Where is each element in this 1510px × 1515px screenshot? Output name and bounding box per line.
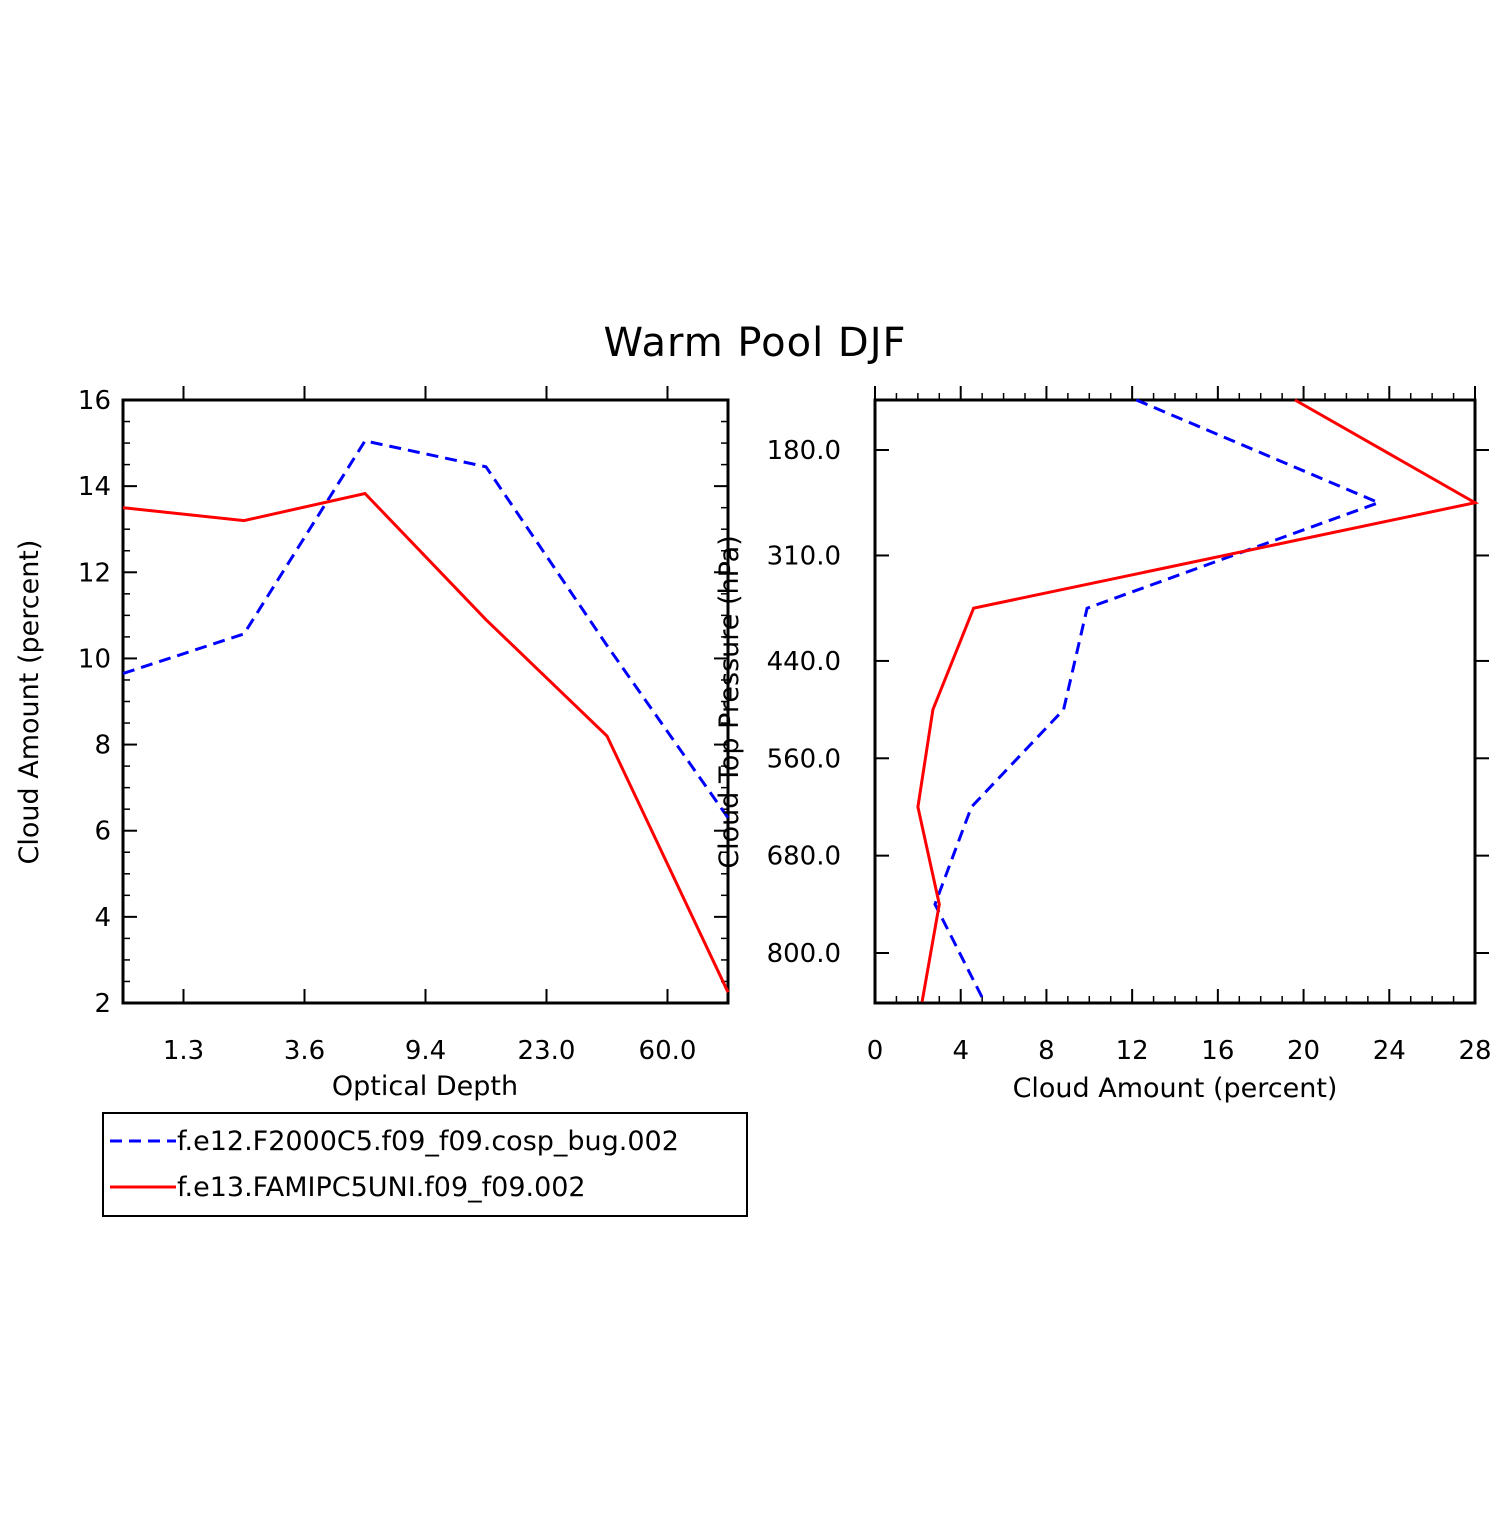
left-x-tick-label: 3.6 bbox=[284, 1036, 325, 1066]
right-series-line-0 bbox=[933, 398, 1383, 1003]
right-x-tick-label: 20 bbox=[1287, 1036, 1320, 1066]
left-series-line-0 bbox=[122, 439, 730, 819]
left-plot-frame bbox=[121, 398, 730, 1005]
left-series-line-1 bbox=[122, 491, 730, 993]
right-x-tick-label: 8 bbox=[1038, 1036, 1055, 1066]
left-y-tick-label: 4 bbox=[94, 903, 111, 933]
left-y-tick-label: 10 bbox=[78, 644, 111, 674]
right-plot-frame bbox=[873, 398, 1477, 1005]
left-y-tick-label: 6 bbox=[94, 817, 111, 847]
legend-box bbox=[102, 1112, 748, 1217]
right-y-tick-label: 180.0 bbox=[767, 436, 841, 466]
left-y-tick-label: 2 bbox=[94, 989, 111, 1019]
left-x-tick-label: 60.0 bbox=[639, 1036, 697, 1066]
right-y-axis-label: Cloud Top Pressure (hPa) bbox=[714, 535, 745, 869]
left-y-axis-label: Cloud Amount (percent) bbox=[14, 540, 45, 865]
left-y-tick-label: 14 bbox=[78, 472, 111, 502]
legend-label-0: f.e12.F2000C5.f09_f09.cosp_bug.002 bbox=[177, 1126, 679, 1157]
right-x-tick-label: 4 bbox=[952, 1036, 969, 1066]
right-x-tick-label: 0 bbox=[867, 1036, 884, 1066]
legend-label-1: f.e13.FAMIPC5UNI.f09_f09.002 bbox=[177, 1172, 586, 1203]
right-x-tick-label: 16 bbox=[1201, 1036, 1234, 1066]
right-x-tick-label: 12 bbox=[1116, 1036, 1149, 1066]
right-y-tick-label: 440.0 bbox=[767, 647, 841, 677]
right-series-lines bbox=[916, 398, 1480, 1003]
left-y-tick-label: 16 bbox=[78, 386, 111, 416]
right-y-tick-label: 310.0 bbox=[767, 541, 841, 571]
left-x-tick-label: 1.3 bbox=[163, 1036, 204, 1066]
left-ticks: 2 4 6 8 10 12 14 16 1.3 3.6 9.4 23.0 60.0 bbox=[78, 386, 728, 1066]
left-series-lines bbox=[122, 439, 730, 993]
right-x-tick-label: 28 bbox=[1458, 1036, 1491, 1066]
left-x-tick-label: 23.0 bbox=[518, 1036, 576, 1066]
left-y-tick-label: 12 bbox=[78, 558, 111, 588]
left-x-axis-label: Optical Depth bbox=[332, 1071, 518, 1102]
right-series-line-1 bbox=[916, 398, 1480, 1002]
legend: f.e12.F2000C5.f09_f09.cosp_bug.002 f.e13… bbox=[102, 1112, 748, 1217]
right-y-tick-label: 680.0 bbox=[767, 842, 841, 872]
left-x-tick-label: 9.4 bbox=[405, 1036, 446, 1066]
left-y-tick-label: 8 bbox=[94, 731, 111, 761]
right-ticks: 0 4 8 12 16 20 24 28 180.0 310.0 440.0 560.0 680.0 80… bbox=[767, 386, 1492, 1066]
optical-depth-panel: 2 4 6 8 10 12 14 16 1.3 3.6 9.4 23.0 60.0 Optical De… bbox=[14, 386, 730, 1102]
right-x-axis-label: Cloud Amount (percent) bbox=[1013, 1073, 1338, 1104]
right-y-tick-label: 800.0 bbox=[767, 939, 841, 969]
chart-title: Warm Pool DJF bbox=[604, 320, 907, 366]
right-x-tick-label: 24 bbox=[1373, 1036, 1406, 1066]
pressure-profile-panel: 0 4 8 12 16 20 24 28 180.0 310.0 440.0 560.0 680.0 80… bbox=[714, 386, 1492, 1104]
right-y-tick-label: 560.0 bbox=[767, 744, 841, 774]
